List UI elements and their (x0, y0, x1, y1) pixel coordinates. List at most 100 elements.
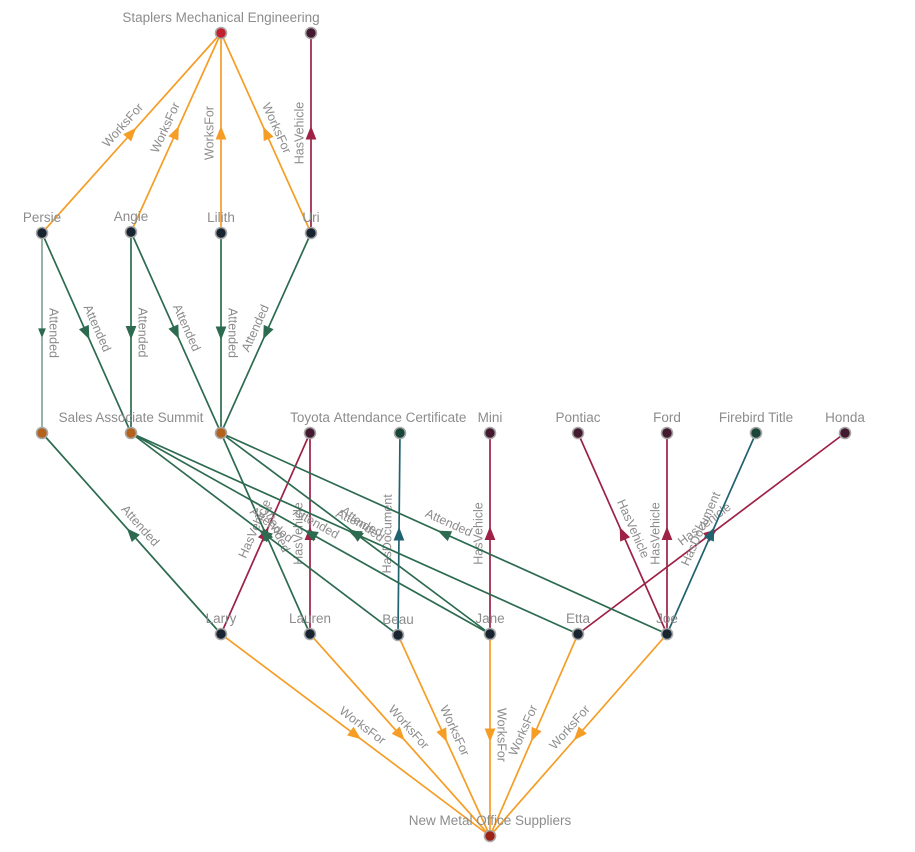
node-lauren[interactable]: Lauren (289, 611, 331, 641)
node-label: Sales Associate Summit (59, 410, 204, 425)
node-label: New Metal Office Suppliers (409, 813, 572, 828)
edge-label: Attended (47, 308, 61, 358)
node-honda[interactable]: Honda (825, 410, 865, 440)
edge-arrowhead-icon (703, 527, 715, 542)
node-circle-company[interactable] (214, 26, 228, 40)
node-circle-event[interactable] (214, 426, 228, 440)
node-label: Joe (656, 611, 678, 626)
edge-arrowhead-icon (393, 527, 405, 541)
edge-attended-angie-summitB[interactable]: Attended (125, 232, 150, 433)
node-lilith[interactable]: Lilith (207, 210, 235, 240)
node-circle-person[interactable] (660, 627, 674, 641)
node-label: Mini (478, 410, 503, 425)
node-summitB[interactable]: Sales Associate Summit (59, 410, 204, 440)
edge-label: HasVehicle (292, 102, 306, 165)
node-label: Ford (653, 410, 681, 425)
node-circle-document[interactable] (393, 426, 407, 440)
node-circle-document[interactable] (749, 426, 763, 440)
node-circle-company_dark[interactable] (483, 829, 497, 843)
edge-label: WorksFor (202, 106, 216, 160)
edge-arrowhead-icon (126, 528, 140, 542)
node-mini[interactable]: Mini (478, 410, 503, 440)
edge-arrowhead-icon (436, 727, 447, 742)
node-staplers[interactable]: Staplers Mechanical Engineering (122, 10, 320, 40)
node-circle-person[interactable] (483, 627, 497, 641)
edge-arrowhead-icon (123, 127, 137, 142)
edge-arrowhead-icon (125, 326, 137, 340)
node-persie[interactable]: Persie (23, 210, 61, 240)
node-angie[interactable]: Angie (114, 209, 149, 239)
node-circle-person[interactable] (124, 225, 138, 239)
edge-attended-persie-summitA[interactable]: Attended (38, 233, 61, 433)
edge-layer: WorksFor WorksFor WorksFor WorksForWorksFor… (38, 32, 846, 837)
node-label: Toyota (290, 410, 330, 425)
node-pontiac[interactable]: Pontiac (555, 410, 601, 440)
edge-arrowhead-icon (437, 530, 453, 542)
edge-arrowhead-icon (531, 726, 542, 742)
node-circle-person[interactable] (391, 628, 405, 642)
edge-worksfor-lilith-staplers[interactable]: WorksFor (202, 33, 227, 233)
node-summitC[interactable] (214, 426, 228, 440)
edge-label: HasVehicle (471, 502, 485, 565)
edge-attended-lilith-summitC[interactable]: Attended (215, 233, 240, 433)
node-label: Larry (206, 611, 237, 626)
edge-label: Attended (226, 308, 240, 358)
node-label: Angie (114, 209, 149, 224)
node-uri[interactable]: Uri (302, 210, 320, 240)
node-circle-event[interactable] (35, 426, 49, 440)
edge-arrowhead-icon (304, 530, 319, 542)
node-jane[interactable]: Jane (475, 611, 505, 641)
node-circle-person[interactable] (304, 226, 318, 240)
node-label: Persie (23, 210, 61, 225)
node-beau[interactable]: Beau (382, 612, 414, 642)
edge-label: HasVehicle (648, 502, 662, 565)
node-circle-vehicle[interactable] (838, 426, 852, 440)
edge-arrowhead-icon (348, 530, 363, 542)
edge-worksfor-persie-staplers[interactable]: WorksFor (41, 32, 222, 234)
node-circle-person[interactable] (214, 627, 228, 641)
node-circle-person[interactable] (35, 226, 49, 240)
edge-attended-etta-summitB[interactable]: Attended (130, 432, 579, 635)
edge-hasvehicle-jane-mini[interactable]: HasVehicle (471, 433, 496, 634)
node-label: Pontiac (555, 410, 600, 425)
edge-label: Attended (136, 307, 150, 357)
edge-arrowhead-icon (263, 126, 274, 142)
edge-arrowhead-icon (391, 726, 405, 741)
node-etta[interactable]: Etta (566, 611, 591, 641)
edge-arrowhead-icon (347, 726, 362, 740)
node-circle-vehicle[interactable] (571, 426, 585, 440)
node-circle-person[interactable] (571, 627, 585, 641)
node-ford[interactable]: Ford (653, 410, 681, 440)
node-summitA[interactable] (35, 426, 49, 440)
edge-worksfor-jane-nmos[interactable]: WorksFor (484, 634, 509, 836)
node-circle-vehicle[interactable] (303, 426, 317, 440)
node-circle-vehicle[interactable] (483, 426, 497, 440)
edge-arrowhead-icon (573, 726, 587, 741)
node-circle-vehicle[interactable] (304, 26, 318, 40)
node-nmos[interactable]: New Metal Office Suppliers (409, 813, 572, 843)
edge-arrowhead-icon (168, 126, 179, 141)
node-toyota[interactable]: Toyota (290, 410, 330, 440)
node-label: Attendance Certificate (334, 410, 467, 425)
node-circle-person[interactable] (303, 627, 317, 641)
node-vehicle1[interactable] (304, 26, 318, 40)
edge-label: WorksFor (495, 708, 509, 762)
node-label: Firebird Title (719, 410, 793, 425)
node-attcert[interactable]: Attendance Certificate (334, 410, 467, 440)
node-circle-person[interactable] (214, 226, 228, 240)
node-label: Honda (825, 410, 865, 425)
node-larry[interactable]: Larry (206, 611, 237, 641)
edge-arrowhead-icon (305, 126, 317, 140)
node-firebird[interactable]: Firebird Title (719, 410, 793, 440)
edge-hasvehicle-uri-vehicle1[interactable]: HasVehicle (292, 33, 317, 233)
node-joe[interactable]: Joe (656, 611, 678, 641)
edge-attended-larry-summitA[interactable]: Attended (41, 432, 222, 635)
node-label: Jane (475, 611, 504, 626)
edge-arrowhead-icon (78, 324, 90, 340)
node-label: Etta (566, 611, 591, 626)
node-circle-event[interactable] (124, 426, 138, 440)
edge-hasvehicle-joe-ford[interactable]: HasVehicle (648, 433, 673, 634)
node-circle-vehicle[interactable] (660, 426, 674, 440)
